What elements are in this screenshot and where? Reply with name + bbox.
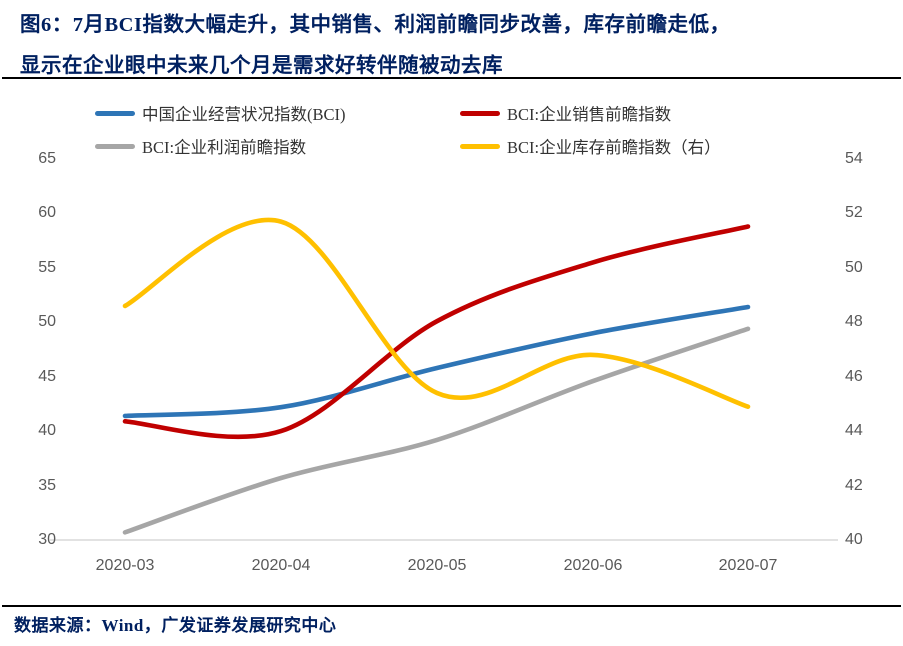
legend-item-profit: BCI:企业利润前瞻指数 bbox=[95, 134, 306, 158]
right-axis-tick-40: 40 bbox=[845, 531, 863, 548]
right-axis-tick-48: 48 bbox=[845, 313, 863, 331]
right-axis-tick-42: 42 bbox=[845, 476, 863, 494]
left-axis-tick-60: 60 bbox=[38, 204, 56, 222]
legend-line-swatch-sales bbox=[460, 110, 500, 116]
legend-line-swatch-profit bbox=[95, 143, 135, 149]
x-axis-label-2020-04: 2020-04 bbox=[251, 557, 311, 574]
right-axis-tick-54: 54 bbox=[845, 150, 863, 167]
top-divider bbox=[2, 77, 901, 79]
legend-label-profit: BCI:企业利润前瞻指数 bbox=[142, 138, 307, 157]
figure-title-line-1: 图6：7月BCI指数大幅走升，其中销售、利润前瞻同步改善，库存前瞻走低， bbox=[20, 14, 731, 36]
legend-item-sales: BCI:企业销售前瞻指数 bbox=[460, 101, 671, 125]
legend-line-swatch-bci bbox=[95, 110, 135, 116]
x-axis-label-2020-07: 2020-07 bbox=[718, 557, 778, 574]
left-axis-tick-35: 35 bbox=[38, 476, 56, 494]
left-axis-tick-40: 40 bbox=[38, 422, 56, 440]
legend-label-bci: 中国企业经营状况指数(BCI) bbox=[142, 105, 346, 124]
x-axis-label-2020-05: 2020-05 bbox=[407, 557, 467, 574]
figure-title-line-2: 显示在企业眼中未来几个月是需求好转伴随被动去库 bbox=[20, 55, 503, 77]
bottom-divider bbox=[2, 605, 901, 607]
legend-item-bci: 中国企业经营状况指数(BCI) bbox=[95, 101, 346, 125]
legend-label-inventory: BCI:企业库存前瞻指数（右） bbox=[507, 138, 721, 157]
left-axis-tick-50: 50 bbox=[38, 313, 56, 331]
figure-title: 图6：7月BCI指数大幅走升，其中销售、利润前瞻同步改善，库存前瞻走低， 显示在… bbox=[20, 5, 895, 87]
legend-label-sales: BCI:企业销售前瞻指数 bbox=[507, 105, 672, 124]
left-axis-tick-65: 65 bbox=[38, 150, 56, 167]
left-axis-tick-45: 45 bbox=[38, 367, 56, 385]
left-axis-tick-55: 55 bbox=[38, 258, 56, 276]
left-axis-tick-30: 30 bbox=[38, 531, 56, 548]
right-axis-tick-44: 44 bbox=[845, 422, 863, 440]
bci-line bbox=[122, 304, 751, 419]
right-axis-tick-46: 46 bbox=[845, 367, 863, 385]
right-axis-tick-52: 52 bbox=[845, 204, 863, 222]
x-axis-label-2020-06: 2020-06 bbox=[563, 557, 623, 574]
sales-line bbox=[122, 224, 751, 440]
right-axis-tick-50: 50 bbox=[845, 258, 863, 276]
inventory-line bbox=[122, 217, 751, 409]
source-note: 数据来源：Wind，广发证券发展研究中心 bbox=[14, 616, 337, 635]
profit-line bbox=[122, 326, 751, 535]
legend-item-inventory: BCI:企业库存前瞻指数（右） bbox=[460, 134, 721, 158]
x-axis-label-2020-03: 2020-03 bbox=[95, 557, 155, 574]
legend-line-swatch-inventory bbox=[460, 143, 500, 149]
